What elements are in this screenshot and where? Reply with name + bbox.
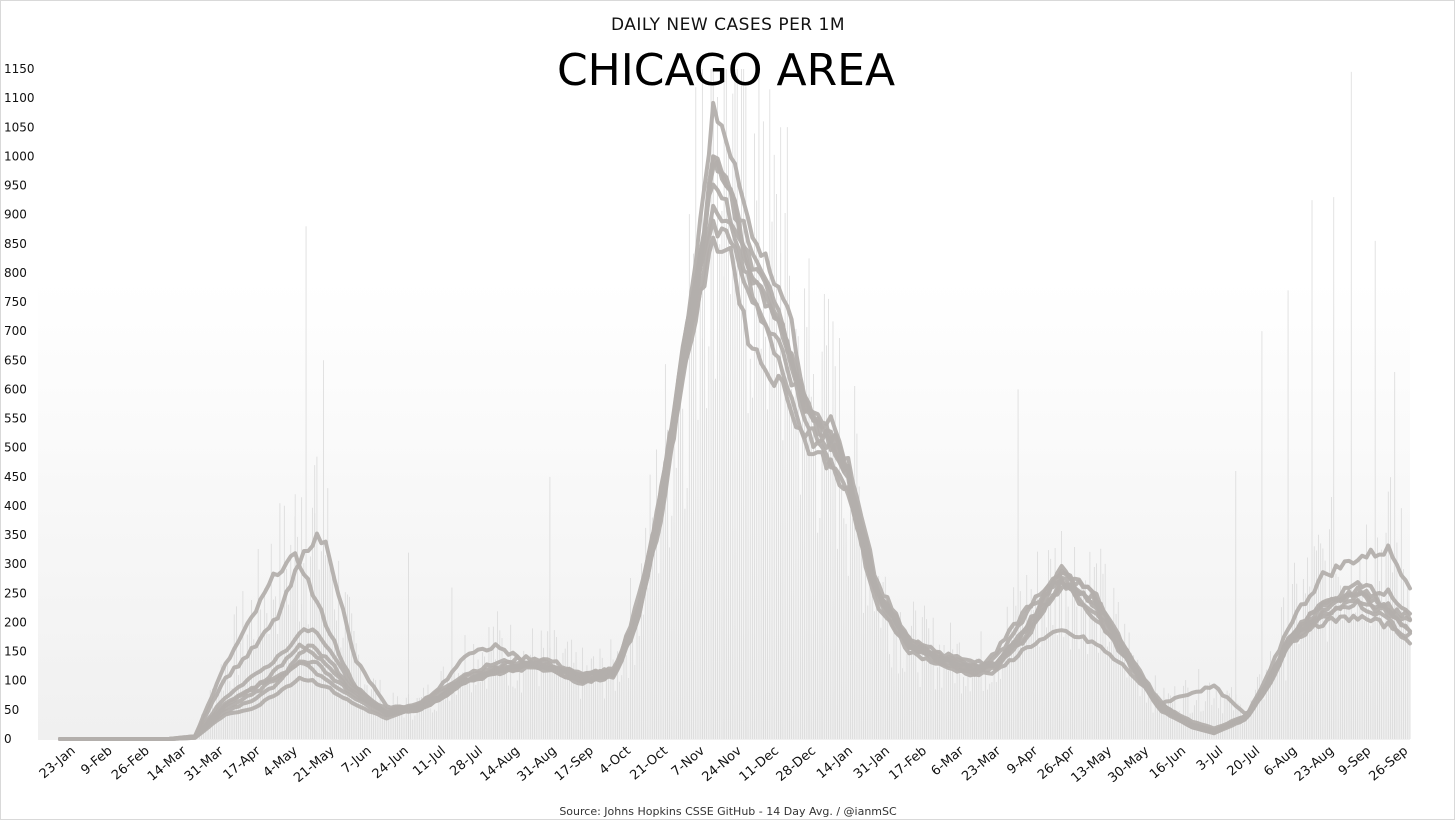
y-tick-label: 200 — [4, 615, 27, 629]
y-tick-label: 0 — [4, 732, 12, 746]
y-tick-label: 600 — [4, 382, 27, 396]
y-tick-label: 650 — [4, 353, 27, 367]
series-line-5 — [58, 235, 1412, 741]
y-tick-label: 100 — [4, 674, 27, 688]
y-tick-label: 850 — [4, 237, 27, 251]
x-tick-label: 14-Jan — [814, 744, 856, 782]
x-tick-label: 20-Jul — [1225, 744, 1263, 780]
x-tick-label: 7-Jun — [339, 744, 375, 777]
x-tick-label: 13-May — [1069, 743, 1116, 786]
y-tick-label: 700 — [4, 324, 27, 338]
series-lines — [58, 100, 1412, 741]
chart-title: CHICAGO AREA — [557, 45, 895, 96]
x-tick-label: 26-Feb — [109, 744, 153, 784]
y-tick-label: 750 — [4, 295, 27, 309]
x-tick-label: 23-Jan — [37, 744, 79, 782]
x-tick-label: 11-Jul — [410, 744, 448, 780]
x-tick-label: 23-Aug — [1292, 744, 1337, 785]
x-axis: 23-Jan 9-Feb26-Feb14-Mar31-Mar17-Apr4-May… — [37, 743, 1411, 786]
y-tick-label: 1150 — [4, 62, 35, 76]
x-tick-label: 14-Aug — [478, 744, 523, 785]
y-tick-label: 500 — [4, 441, 27, 455]
chart-subtitle: DAILY NEW CASES PER 1M — [611, 15, 845, 35]
y-tick-label: 50 — [4, 703, 19, 717]
x-tick-label: 24-Nov — [700, 743, 746, 785]
y-tick-label: 1100 — [4, 91, 35, 105]
y-tick-label: 300 — [4, 557, 27, 571]
x-tick-label: 23-Mar — [959, 743, 1004, 784]
source-note: Source: Johns Hopkins CSSE GitHub - 14 D… — [559, 805, 897, 818]
y-tick-label: 800 — [4, 266, 27, 280]
y-tick-label: 450 — [4, 470, 27, 484]
x-tick-label: 3-Jul — [1194, 744, 1226, 774]
y-tick-label: 950 — [4, 179, 27, 193]
y-tick-label: 1000 — [4, 149, 35, 163]
y-tick-label: 900 — [4, 208, 27, 222]
x-tick-label: 26-Sep — [1366, 744, 1411, 785]
x-tick-label: 21-Oct — [627, 744, 670, 784]
x-tick-label: 30-May — [1106, 743, 1153, 786]
x-tick-label: 17-Apr — [221, 743, 264, 783]
x-tick-label: 17-Feb — [886, 744, 930, 784]
y-tick-label: 1050 — [4, 120, 35, 134]
y-tick-label: 350 — [4, 528, 27, 542]
x-tick-label: 17-Sep — [552, 744, 597, 785]
y-axis: 0 50 100 150 200 250 300 350 400 450 500 550 600 650 7… — [4, 62, 35, 746]
y-tick-label: 250 — [4, 586, 27, 600]
x-tick-label: 28-Dec — [774, 744, 819, 785]
x-tick-label: 31-Mar — [182, 743, 227, 784]
y-tick-label: 550 — [4, 412, 27, 426]
y-tick-label: 400 — [4, 499, 27, 513]
x-tick-label: 21-May — [291, 743, 338, 786]
x-tick-label: 24-Jun — [370, 744, 412, 783]
x-tick-label: 16-Jun — [1147, 744, 1189, 783]
x-tick-label: 11-Dec — [737, 744, 782, 785]
series-line-8 — [58, 154, 1412, 741]
y-tick-label: 150 — [4, 645, 27, 659]
x-tick-label: 31-Aug — [515, 744, 560, 785]
x-tick-label: 14-Mar — [145, 743, 190, 784]
x-tick-label: 31-Jan — [851, 744, 893, 782]
